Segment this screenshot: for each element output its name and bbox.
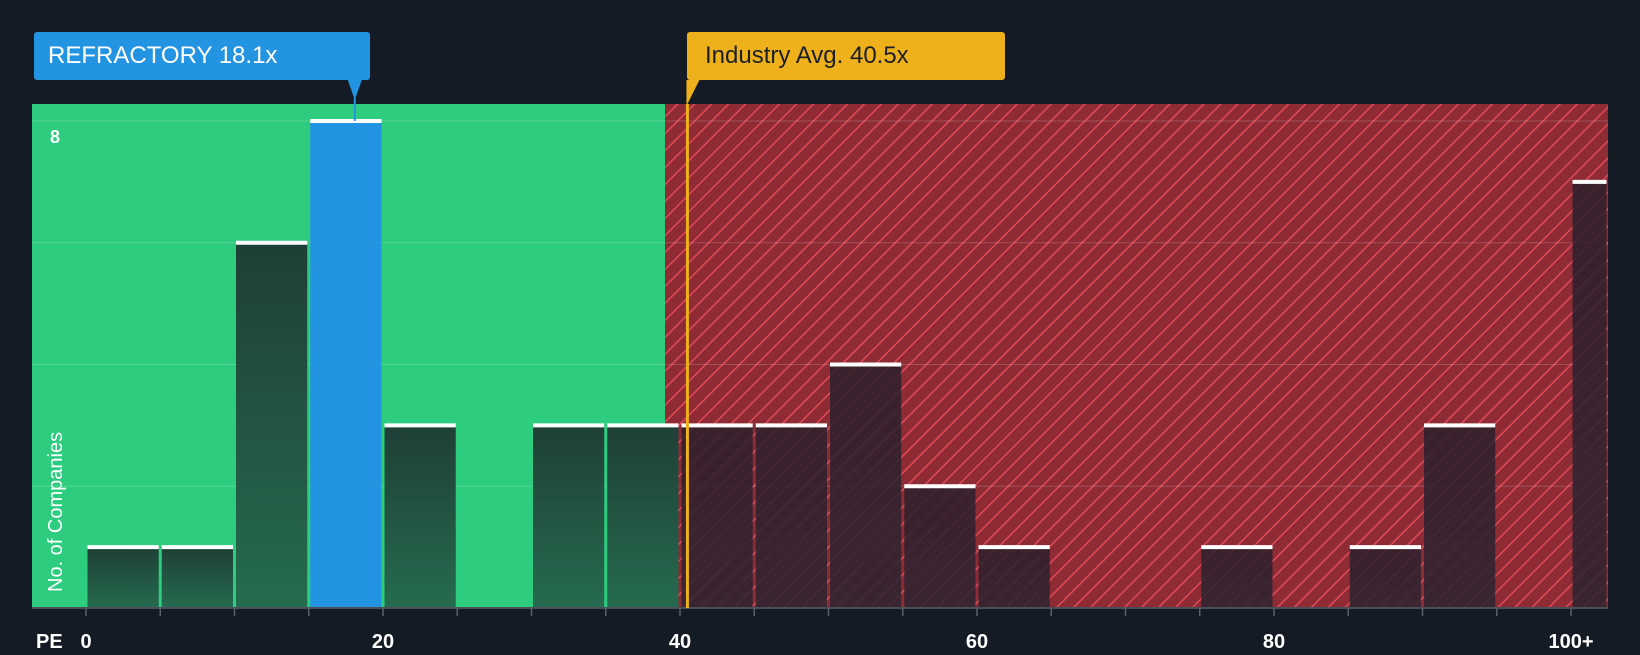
histogram-bar [310,121,382,608]
x-tick-label: 40 [669,631,691,650]
bar-cap [236,240,308,245]
bar-cap [830,362,902,367]
histogram-bar [607,425,679,608]
x-axis-ticks: 0 20 40 60 80 100+ [80,608,1594,653]
bar-cap [755,423,827,428]
histogram-bar [830,364,902,608]
histogram-bar [681,425,753,608]
histogram-bar [978,547,1050,608]
bar-cap [310,119,382,123]
histogram-bar [1349,547,1421,608]
industry-label-pointer [686,80,700,106]
histogram-bar [755,425,827,608]
histogram-bar [1201,547,1273,608]
bar-cap [904,484,976,489]
bar-cap [1201,545,1273,550]
y-tick-label: 8 [50,127,60,147]
x-tick-label: 80 [1263,631,1285,650]
company-label-pointer [347,80,362,100]
histogram-bar [533,425,605,608]
bar-cap [533,423,605,428]
reference-lines [347,80,700,608]
histogram-bar [161,547,233,608]
histogram-bar [1572,181,1607,608]
histogram-bar [236,242,308,608]
bar-cap [384,423,456,428]
histogram-bar [87,547,159,608]
x-tick-label: 100+ [1548,631,1593,650]
y-axis-label: No. of Companies [45,432,67,592]
histogram-bar [904,486,976,608]
bar-cap [1424,423,1496,428]
x-axis-label: PE [36,631,63,650]
bar-cap [87,545,159,550]
histogram-bar [1424,425,1496,608]
bar-cap [681,423,753,428]
histogram-bar [384,425,456,608]
company-pe-label: REFRACTORY 18.1x [34,32,370,80]
bars-group [87,119,1607,608]
bar-cap [161,545,233,550]
industry-avg-label: Industry Avg. 40.5x [687,32,1005,80]
x-tick-label: 20 [372,631,394,650]
bar-cap [978,545,1050,550]
bar-cap [1349,545,1421,550]
bar-cap [1572,179,1607,184]
x-tick-label: 60 [966,631,988,650]
bar-cap [607,423,679,428]
x-tick-label: 0 [80,631,91,650]
